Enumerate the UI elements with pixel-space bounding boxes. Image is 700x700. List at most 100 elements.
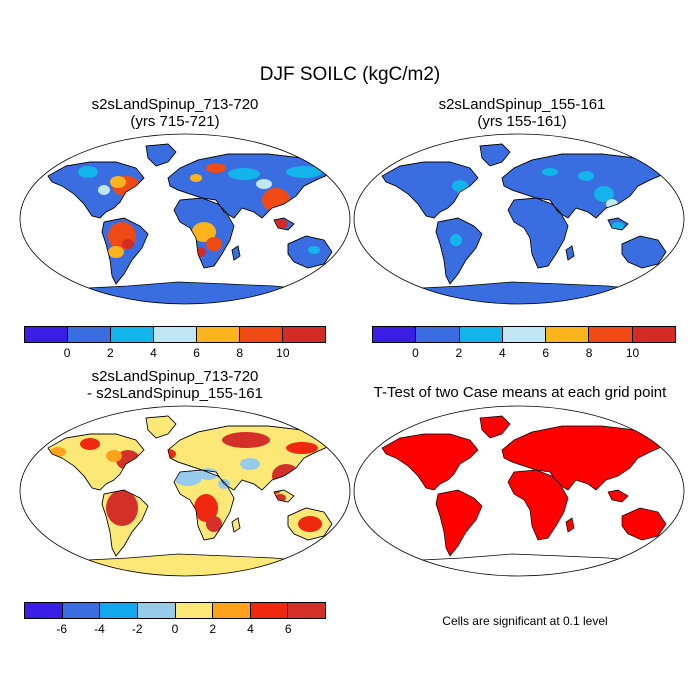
panel-3-title: s2sLandSpinup_713-720 - s2sLandSpinup_15… [25,368,325,402]
colorbar-swatch [100,603,138,618]
colorbar-swatch [589,327,633,342]
value-patch [594,186,614,202]
colorbar-swatch [154,327,197,342]
colorbar-tick-label: 8 [585,346,593,360]
colorbar-case2 [372,326,676,343]
panel-1-title: s2sLandSpinup_713-720 (yrs 715-721) [25,96,325,130]
colorbar-tick-label: -2 [131,622,143,636]
colorbar-swatch [502,327,547,342]
panel-2-title: s2sLandSpinup_155-161 (yrs 155-161) [372,96,672,130]
colorbar-tick-label: 6 [542,346,550,360]
colorbar-tick-label: 10 [276,346,290,360]
colorbar-swatch [459,327,503,342]
map-frame [19,405,351,577]
map-frame [19,133,351,305]
colorbar-tick-label: -6 [56,622,68,636]
colorbar-swatch [137,603,176,618]
panel-1-title-line2: (yrs 715-721) [130,113,220,130]
colorbar-tick-label: 4 [150,346,157,360]
map-panel-case2 [353,133,685,305]
colorbar-tick-label: -4 [94,622,105,636]
colorbar-tick-label: 0 [171,622,179,636]
colorbar-tick-label: 6 [284,622,292,636]
land-samerica [435,489,483,557]
value-patch [228,168,260,180]
land-eurasia [501,425,665,491]
colorbar-tick-label: 2 [455,346,463,360]
value-patch [78,166,98,178]
panel-3-title-line1: s2sLandSpinup_713-720 [91,368,259,385]
colorbar-tick-label: 4 [247,622,254,636]
panel-4-title: T-Test of two Case means at each grid po… [355,384,685,401]
colorbar-difference [24,602,326,619]
panel-1-title-line1: s2sLandSpinup_713-720 [91,96,259,113]
colorbar-swatch [175,603,214,618]
map-panel-ttest [353,405,685,577]
value-patch [612,222,624,230]
land-africa [507,469,569,541]
value-patch [80,438,100,450]
land-greenland [479,415,511,439]
colorbar-swatch [111,327,154,342]
map-panel-difference [19,405,351,577]
value-patch [106,490,138,526]
colorbar-case1 [24,326,326,343]
colorbar-swatch [213,603,251,618]
panel-2-title-line1: s2sLandSpinup_155-161 [438,96,606,113]
value-patch [198,468,218,480]
value-patch [174,470,202,486]
map-frame [353,133,685,305]
value-patch [206,163,226,173]
value-patch [106,450,122,462]
value-patch [240,458,260,470]
colorbar-case2-labels: 0 2 4 6 8 10 [372,346,676,360]
colorbar-swatch [197,327,240,342]
map-panel-case1 [19,133,351,305]
colorbar-swatch [62,603,101,618]
colorbar-difference-labels: -6 -4 -2 0 2 4 6 [24,622,326,636]
colorbar-swatch [25,603,63,618]
panel-4-title-line1: T-Test of two Case means at each grid po… [373,384,667,401]
land-madagascar [565,517,575,533]
value-patch [190,174,202,182]
colorbar-tick-label: 6 [193,346,200,360]
colorbar-tick-label: 0 [63,346,71,360]
colorbar-tick-label: 2 [106,346,114,360]
colorbar-swatch [546,327,590,342]
value-patch [542,168,558,176]
colorbar-tick-label: 2 [209,622,217,636]
colorbar-tick-label: 0 [412,346,419,360]
colorbar-swatch [240,327,283,342]
value-patch [578,171,594,181]
value-patch [286,166,322,178]
value-patch [108,246,124,258]
land-namerica [381,433,479,491]
colorbar-swatch [68,327,111,342]
value-patch [222,432,270,448]
panel-2-title-line2: (yrs 155-161) [477,113,567,130]
map-frame [353,405,685,577]
value-patch [256,179,272,189]
figure-title: DJF SOILC (kgC/m2) [259,64,441,85]
colorbar-case1-labels: 0 2 4 6 8 10 [24,346,326,360]
value-patch [194,494,218,522]
value-patch [110,176,126,188]
value-patch [98,185,110,195]
value-patch [192,222,216,242]
colorbar-swatch [373,327,417,342]
colorbar-swatch [250,603,289,618]
colorbar-swatch [632,327,675,342]
value-patch [298,516,322,532]
value-patch [308,246,320,254]
colorbar-tick-label: 8 [236,346,244,360]
colorbar-tick-label: 10 [625,346,640,360]
land-seasia [607,489,629,503]
land-australia [621,507,667,541]
value-patch [450,234,462,246]
colorbar-swatch [416,327,460,342]
colorbar-swatch [288,603,325,618]
colorbar-swatch [25,327,68,342]
significance-note: Cells are significant at 0.1 level [442,614,608,628]
value-patch [206,516,222,532]
value-patch [452,180,468,192]
